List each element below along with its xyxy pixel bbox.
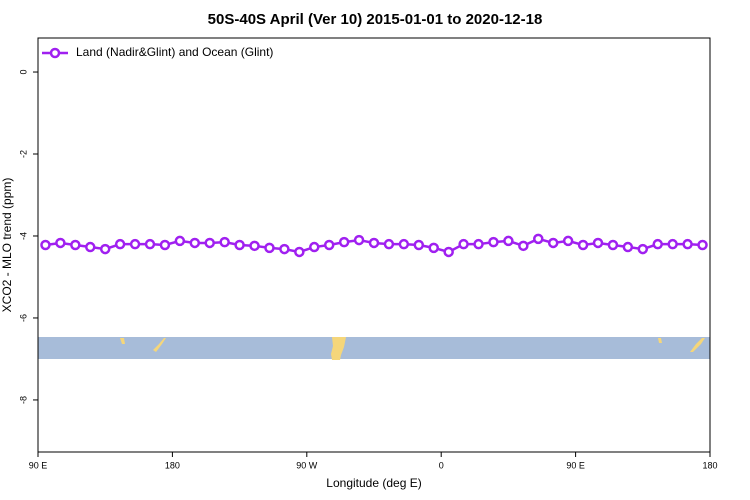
legend-label: Land (Nadir&Glint) and Ocean (Glint) — [76, 45, 273, 59]
point — [249, 240, 260, 252]
y-tick-label: -2 — [18, 150, 28, 158]
point — [667, 238, 678, 250]
y-tick-label: -8 — [18, 396, 28, 404]
plot-frame — [37, 37, 711, 453]
point — [129, 238, 141, 250]
point — [697, 239, 708, 251]
point — [637, 243, 649, 255]
x-tick-label: 0 — [439, 460, 444, 470]
x-axis-label: Longitude (deg E) — [326, 476, 421, 490]
point — [309, 241, 320, 253]
map-strip — [38, 337, 710, 360]
point — [383, 238, 395, 250]
point — [458, 238, 469, 250]
point — [413, 239, 425, 251]
point — [518, 240, 529, 252]
point — [204, 237, 215, 249]
point — [533, 233, 544, 245]
point — [70, 239, 81, 251]
point — [114, 238, 126, 250]
y-axis-label: XCO2 - MLO trend (ppm) — [0, 178, 14, 313]
point — [144, 238, 156, 250]
point — [652, 238, 663, 250]
y-tick-label: 0 — [18, 70, 28, 75]
point — [503, 235, 514, 247]
y-tick-label: -6 — [18, 314, 28, 322]
point — [40, 239, 51, 251]
x-tick-label: 90 W — [296, 460, 318, 470]
point — [55, 237, 66, 249]
point — [577, 239, 589, 251]
x-tick-label: 180 — [702, 460, 717, 470]
point — [279, 243, 290, 255]
point — [443, 246, 454, 258]
legend-marker — [49, 47, 61, 59]
point — [264, 242, 275, 254]
point — [189, 237, 201, 249]
point — [99, 243, 111, 255]
x-tick-label: 90 E — [566, 460, 585, 470]
point — [562, 235, 574, 247]
point — [338, 236, 350, 248]
point — [85, 241, 96, 253]
point — [488, 236, 499, 248]
point — [547, 237, 559, 249]
point — [682, 238, 693, 250]
point — [473, 238, 484, 250]
point — [234, 239, 245, 251]
chart-title: 50S-40S April (Ver 10) 2015-01-01 to 202… — [208, 11, 543, 28]
point — [294, 246, 305, 258]
x-tick-label: 180 — [165, 460, 180, 470]
point — [323, 239, 335, 251]
point — [428, 242, 439, 254]
point — [353, 234, 365, 246]
point — [622, 241, 634, 253]
point — [174, 235, 186, 247]
y-tick-label: -4 — [18, 232, 28, 240]
point — [368, 237, 380, 249]
x-tick-label: 90 E — [29, 460, 48, 470]
point — [398, 238, 410, 250]
point — [592, 237, 604, 249]
point — [159, 239, 171, 251]
point — [219, 236, 230, 248]
point — [607, 239, 619, 251]
